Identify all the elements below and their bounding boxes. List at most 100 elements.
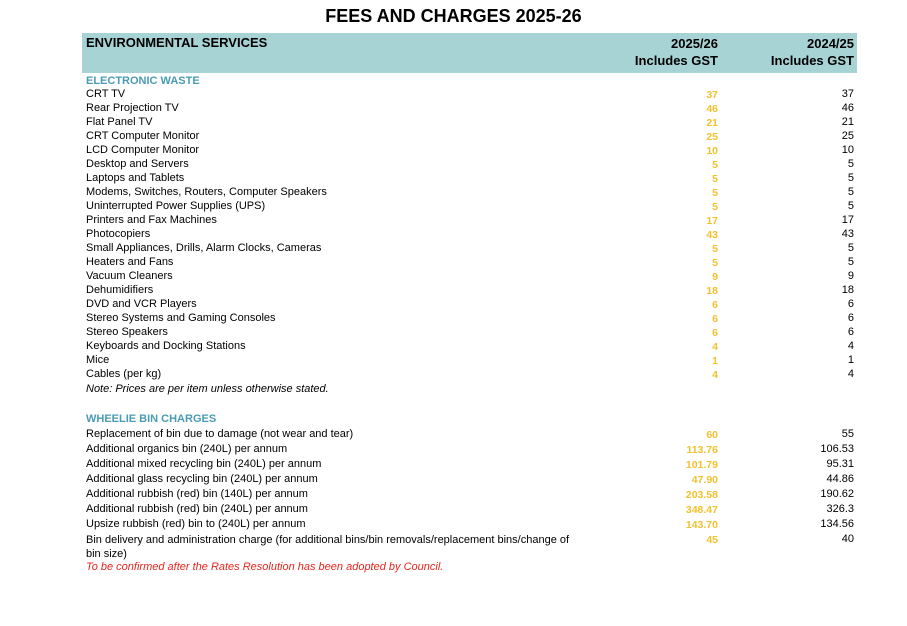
table-row: Uninterrupted Power Supplies (UPS) 5 5 xyxy=(86,200,854,214)
value-2024: 6 xyxy=(847,326,854,338)
row-label: Additional glass recycling bin (240L) pe… xyxy=(86,473,318,485)
value-2025: 5 xyxy=(712,159,718,171)
table-row: Additional organics bin (240L) per annum… xyxy=(86,443,854,457)
value-2025: 113.76 xyxy=(686,444,718,456)
value-2025: 17 xyxy=(706,215,718,227)
column-header-2024: 2024/25 Includes GST xyxy=(714,35,854,69)
row-label: Mice xyxy=(86,354,110,366)
row-label: DVD and VCR Players xyxy=(86,298,197,310)
council-note: To be confirmed after the Rates Resoluti… xyxy=(86,561,444,573)
row-label: Vacuum Cleaners xyxy=(86,270,173,282)
value-2025: 6 xyxy=(712,299,718,311)
value-2024: 326.3 xyxy=(826,503,854,515)
value-2025: 203.58 xyxy=(685,489,718,501)
value-2024: 5 xyxy=(847,256,854,268)
table-row: Laptops and Tablets 5 5 xyxy=(86,172,854,186)
table-row: Additional mixed recycling bin (240L) pe… xyxy=(86,458,854,472)
value-2024: 44.86 xyxy=(826,473,854,485)
value-2025: 60 xyxy=(706,429,718,441)
value-2024: 17 xyxy=(841,214,854,226)
row-label: CRT TV xyxy=(86,88,126,100)
row-label: Flat Panel TV xyxy=(86,116,153,128)
value-2025: 21 xyxy=(706,117,718,129)
row-label: Additional organics bin (240L) per annum xyxy=(86,443,288,455)
value-2024: 25 xyxy=(841,130,854,142)
value-2025: 10 xyxy=(706,145,718,157)
column-header-2025: 2025/26 Includes GST xyxy=(578,35,718,69)
table-row: Rear Projection TV 46 46 xyxy=(86,102,854,116)
value-2024: 106.53 xyxy=(820,443,854,455)
value-2025: 6 xyxy=(712,327,718,339)
value-2025: 6 xyxy=(712,313,718,325)
value-2024: 46 xyxy=(841,102,854,114)
value-2025: 45 xyxy=(706,534,718,546)
value-2025: 5 xyxy=(712,201,718,213)
value-2025: 5 xyxy=(712,257,718,269)
row-label: Bin delivery and administration charge (… xyxy=(86,534,570,560)
value-2025: 18 xyxy=(706,285,718,297)
value-2024: 5 xyxy=(847,200,854,212)
table-row: Stereo Systems and Gaming Consoles 6 6 xyxy=(86,312,854,326)
table-row: Photocopiers 43 43 xyxy=(86,228,854,242)
row-label: Heaters and Fans xyxy=(86,256,174,268)
table-row: Mice 1 1 xyxy=(86,354,854,368)
row-label: Laptops and Tablets xyxy=(86,172,185,184)
row-label: Rear Projection TV xyxy=(86,102,179,114)
electronic-waste-title: ELECTRONIC WASTE xyxy=(86,75,200,87)
row-label: Additional mixed recycling bin (240L) pe… xyxy=(86,458,322,470)
table-row: Heaters and Fans 5 5 xyxy=(86,256,854,270)
value-2024: 1 xyxy=(847,354,854,366)
table-row: Vacuum Cleaners 9 9 xyxy=(86,270,854,284)
table-row: Additional rubbish (red) bin (240L) per … xyxy=(86,503,854,517)
value-2025: 4 xyxy=(712,341,718,353)
table-header-band xyxy=(82,33,857,73)
value-2025: 4 xyxy=(712,369,718,381)
column-header-2025-gst: Includes GST xyxy=(634,53,718,68)
row-label: Stereo Systems and Gaming Consoles xyxy=(86,312,276,324)
table-row: Replacement of bin due to damage (not we… xyxy=(86,428,854,442)
value-2025: 9 xyxy=(712,271,718,283)
row-label: Modems, Switches, Routers, Computer Spea… xyxy=(86,186,327,198)
page-title: FEES AND CHARGES 2025-26 xyxy=(325,6,582,26)
value-2024: 5 xyxy=(847,186,854,198)
value-2024: 5 xyxy=(847,158,854,170)
column-header-2024-year: 2024/25 xyxy=(807,36,854,51)
table-row: Additional rubbish (red) bin (140L) per … xyxy=(86,488,854,502)
value-2024: 21 xyxy=(841,116,854,128)
value-2024: 6 xyxy=(847,298,854,310)
value-2025: 5 xyxy=(712,243,718,255)
row-label: Keyboards and Docking Stations xyxy=(86,340,246,352)
value-2025: 37 xyxy=(706,89,718,101)
value-2025: 1 xyxy=(712,355,718,367)
row-label: Desktop and Servers xyxy=(86,158,189,170)
value-2025: 25 xyxy=(706,131,718,143)
wheelie-bin-title: WHEELIE BIN CHARGES xyxy=(86,413,217,425)
row-label: Cables (per kg) xyxy=(86,368,162,380)
row-label: Uninterrupted Power Supplies (UPS) xyxy=(86,200,266,212)
row-label: Replacement of bin due to damage (not we… xyxy=(86,428,354,440)
value-2024: 4 xyxy=(847,368,854,380)
row-label: LCD Computer Monitor xyxy=(86,144,200,156)
table-row: Flat Panel TV 21 21 xyxy=(86,116,854,130)
table-row: CRT Computer Monitor 25 25 xyxy=(86,130,854,144)
table-row: Modems, Switches, Routers, Computer Spea… xyxy=(86,186,854,200)
table-row: Bin delivery and administration charge (… xyxy=(86,533,854,561)
table-row: DVD and VCR Players 6 6 xyxy=(86,298,854,312)
table-row: Dehumidifiers 18 18 xyxy=(86,284,854,298)
value-2025: 5 xyxy=(712,173,718,185)
table-row: Stereo Speakers 6 6 xyxy=(86,326,854,340)
table-row: Small Appliances, Drills, Alarm Clocks, … xyxy=(86,242,854,256)
value-2024: 5 xyxy=(847,172,854,184)
table-row: Additional glass recycling bin (240L) pe… xyxy=(86,473,854,487)
value-2024: 55 xyxy=(841,428,854,440)
row-label: Stereo Speakers xyxy=(86,326,168,338)
value-2024: 190.62 xyxy=(820,488,854,500)
table-row: Desktop and Servers 5 5 xyxy=(86,158,854,172)
row-label: Small Appliances, Drills, Alarm Clocks, … xyxy=(86,242,322,254)
table-row: CRT TV 37 37 xyxy=(86,88,854,102)
value-2025: 46 xyxy=(706,103,718,115)
row-label: Dehumidifiers xyxy=(86,284,154,296)
value-2024: 10 xyxy=(841,144,854,156)
value-2024: 43 xyxy=(841,228,854,240)
value-2024: 6 xyxy=(847,312,854,324)
